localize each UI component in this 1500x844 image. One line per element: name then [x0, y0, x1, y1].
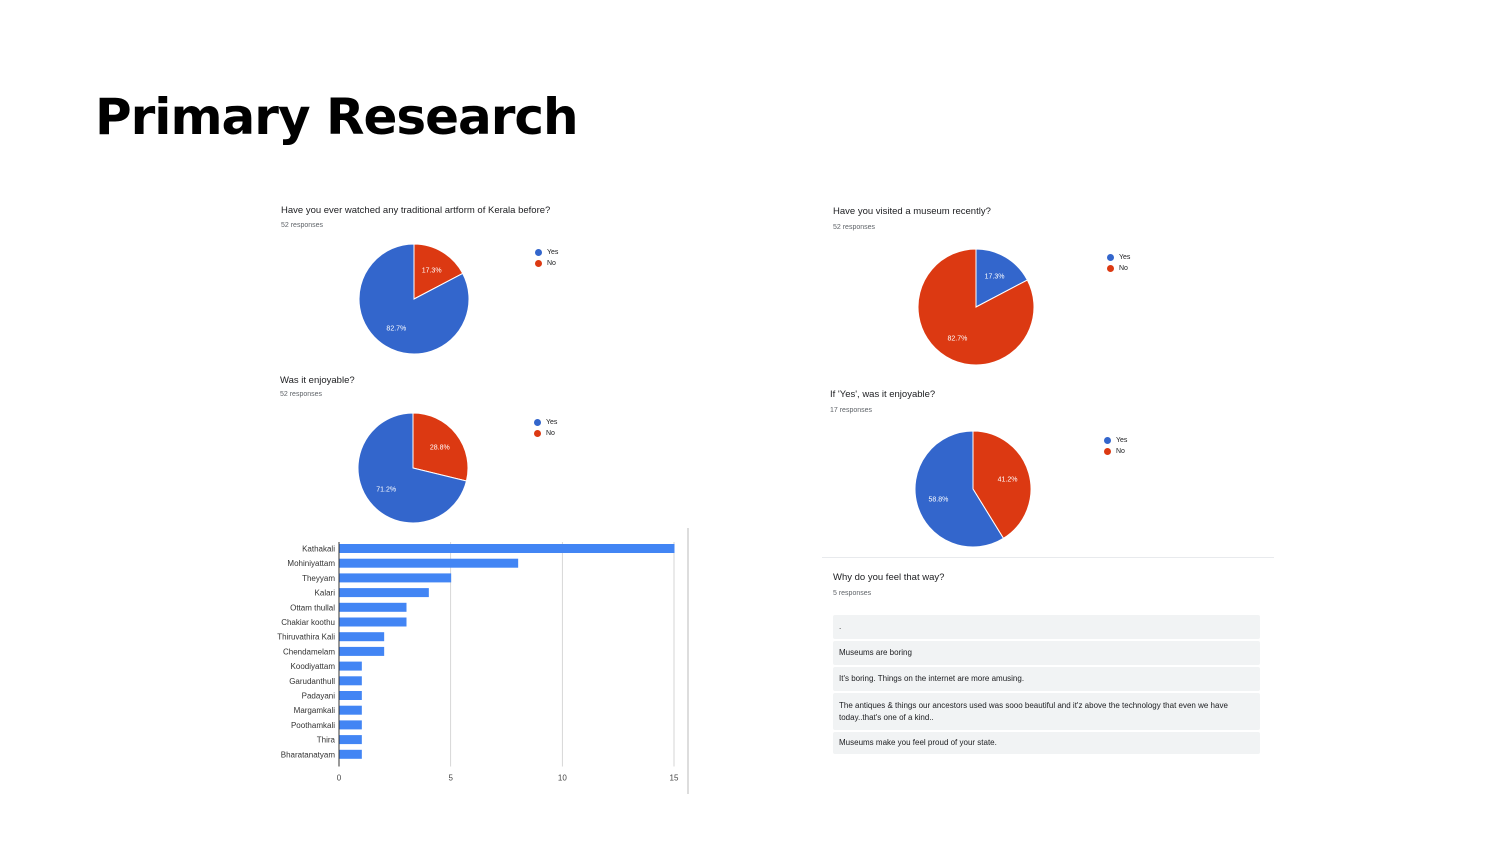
response-item: Museums make you feel proud of your stat…	[833, 732, 1260, 754]
legend-dot-yes	[1104, 437, 1111, 444]
category-label: Theyyam	[302, 574, 335, 583]
bar	[339, 661, 362, 671]
pie-slice-label: 71.2%	[376, 487, 396, 494]
legend-label-yes: Yes	[1119, 254, 1131, 261]
pie-chart-was-enjoyable: 28.8% 71.2%	[357, 412, 469, 524]
section-divider	[822, 557, 1274, 558]
pie-slice-label: 17.3%	[422, 267, 442, 274]
category-label: Thira	[317, 736, 336, 745]
bar	[339, 691, 362, 700]
response-item: It's boring. Things on the internet are …	[833, 667, 1260, 691]
category-label: Koodiyattam	[291, 662, 336, 671]
legend-label-yes: Yes	[546, 419, 558, 426]
pie4-legend: Yes No	[1104, 435, 1127, 457]
response-item: Museums are boring	[833, 641, 1260, 665]
x-tick-label: 5	[448, 774, 453, 783]
bar	[339, 588, 429, 598]
legend-item-no: No	[534, 428, 557, 439]
legend-label-yes: Yes	[1116, 437, 1128, 444]
responses-title: Why do you feel that way?	[833, 572, 945, 583]
bar	[339, 617, 407, 627]
bar	[339, 544, 675, 553]
pie-slice-yes	[358, 243, 470, 355]
x-tick-label: 10	[558, 774, 567, 783]
bar	[339, 749, 362, 759]
legend-item-yes: Yes	[1107, 252, 1130, 263]
pie2-legend: Yes No	[534, 417, 557, 439]
pie4-subtitle: 17 responses	[830, 407, 873, 414]
category-label: Thiruvathira Kali	[277, 633, 335, 642]
pie-chart-museum-enjoyable: 41.2% 58.8%	[914, 430, 1032, 548]
page-title: Primary Research	[95, 88, 579, 146]
pie-slice-label: 17.3%	[985, 274, 1005, 281]
pie-chart-watched-artform: 17.3% 82.7%	[358, 243, 470, 355]
pie3-legend: Yes No	[1107, 252, 1130, 274]
legend-dot-no	[1104, 448, 1111, 455]
legend-item-yes: Yes	[535, 247, 558, 258]
bar	[339, 720, 362, 730]
bar	[339, 573, 452, 583]
category-label: Kathakali	[302, 545, 335, 554]
x-tick-label: 0	[337, 774, 342, 783]
legend-dot-yes	[1107, 254, 1114, 261]
category-label: Chakiar koothu	[281, 618, 335, 627]
pie4-title: If 'Yes', was it enjoyable?	[830, 389, 936, 400]
bar-chart-artforms: 0 5 10 15 Kathakali Mohiniyattam Theyyam Kalari…	[277, 528, 689, 794]
legend-item-yes: Yes	[1104, 435, 1127, 446]
pie-slice-yes	[914, 430, 1005, 548]
bar	[339, 632, 385, 642]
responses-subtitle: 5 responses	[833, 590, 872, 597]
legend-item-yes: Yes	[534, 417, 557, 428]
legend-item-no: No	[1104, 446, 1127, 457]
pie-slice-label: 82.7%	[947, 335, 967, 342]
legend-dot-no	[1107, 265, 1114, 272]
category-label: Garudanthull	[289, 677, 335, 686]
pie-chart-visited-museum: 17.3% 82.7%	[917, 248, 1035, 366]
category-label: Margamkali	[294, 706, 336, 715]
category-label: Bharatanatyam	[281, 750, 336, 759]
legend-label-no: No	[547, 260, 556, 267]
bar	[339, 602, 407, 612]
pie-slice-label: 82.7%	[386, 326, 406, 333]
legend-item-no: No	[1107, 263, 1130, 274]
legend-dot-no	[535, 260, 542, 267]
legend-label-yes: Yes	[547, 249, 559, 256]
bar	[339, 735, 362, 745]
pie1-title: Have you ever watched any traditional ar…	[281, 205, 551, 216]
legend-label-no: No	[1119, 265, 1128, 272]
pie-slice-no	[413, 243, 464, 300]
legend-label-no: No	[1116, 448, 1125, 455]
response-item: .	[833, 615, 1260, 639]
pie3-title: Have you visited a museum recently?	[833, 206, 991, 217]
bar	[339, 676, 362, 686]
legend-item-no: No	[535, 258, 558, 269]
pie2-subtitle: 52 responses	[280, 391, 323, 398]
pie1-subtitle: 52 responses	[281, 222, 324, 229]
pie-slice-label: 28.8%	[430, 444, 450, 451]
category-label: Mohiniyattam	[287, 559, 335, 568]
legend-dot-no	[534, 430, 541, 437]
x-tick-label: 15	[670, 774, 679, 783]
bar	[339, 705, 362, 715]
category-label: Padayani	[302, 692, 336, 701]
category-label: Ottam thullal	[290, 603, 335, 612]
legend-dot-yes	[535, 249, 542, 256]
pie-slice-no	[917, 248, 1035, 366]
pie-slice-label: 58.8%	[928, 496, 948, 503]
pie3-subtitle: 52 responses	[833, 224, 876, 231]
pie-slice-no	[412, 412, 469, 482]
legend-dot-yes	[534, 419, 541, 426]
pie2-title: Was it enjoyable?	[280, 375, 355, 386]
pie1-legend: Yes No	[535, 247, 558, 269]
bar	[339, 558, 519, 568]
category-label: Poothamkali	[291, 721, 335, 730]
pie-slice-label: 41.2%	[998, 477, 1018, 484]
category-label: Kalari	[315, 589, 336, 598]
bar	[339, 646, 385, 656]
legend-label-no: No	[546, 430, 555, 437]
pie-slice-yes	[975, 248, 1029, 308]
pie-slice-yes	[357, 412, 468, 524]
category-label: Chendamelam	[283, 647, 335, 656]
response-item: The antiques & things our ancestors used…	[833, 693, 1260, 730]
